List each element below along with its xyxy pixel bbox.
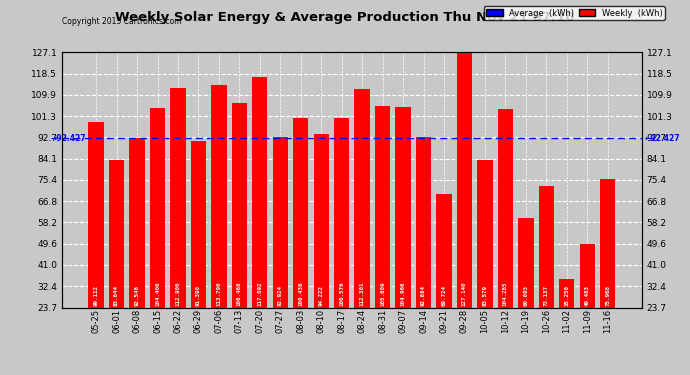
Text: 112.900: 112.900 <box>175 282 181 306</box>
Text: 92.924: 92.924 <box>278 285 283 306</box>
Text: 75.968: 75.968 <box>605 285 610 306</box>
Text: 106.468: 106.468 <box>237 282 242 306</box>
Bar <box>436 194 452 308</box>
Bar <box>395 107 411 308</box>
Text: 92.884: 92.884 <box>421 285 426 306</box>
Text: 113.790: 113.790 <box>217 282 221 306</box>
Text: 117.092: 117.092 <box>257 282 262 306</box>
Text: 60.093: 60.093 <box>523 285 529 306</box>
Text: 100.436: 100.436 <box>298 282 303 306</box>
Text: 104.285: 104.285 <box>503 282 508 306</box>
Text: 35.250: 35.250 <box>564 285 569 306</box>
Bar <box>232 104 247 308</box>
Text: 92.546: 92.546 <box>135 285 139 306</box>
Text: ←92.427: ←92.427 <box>644 134 680 142</box>
Bar <box>273 137 288 308</box>
Bar <box>539 186 554 308</box>
Bar <box>334 118 349 308</box>
Bar <box>109 160 124 308</box>
Text: 99.112: 99.112 <box>94 285 99 306</box>
Text: 49.463: 49.463 <box>584 285 590 306</box>
Legend: Average  (kWh), Weekly  (kWh): Average (kWh), Weekly (kWh) <box>484 6 665 20</box>
Bar <box>600 178 615 308</box>
Bar <box>190 141 206 308</box>
Text: 104.966: 104.966 <box>401 282 406 306</box>
Bar <box>150 108 165 307</box>
Bar <box>375 105 391 308</box>
Bar <box>170 87 186 308</box>
Text: 73.137: 73.137 <box>544 285 549 306</box>
Bar <box>518 218 533 308</box>
Text: 69.724: 69.724 <box>442 285 446 306</box>
Bar <box>457 53 472 308</box>
Text: 94.222: 94.222 <box>319 285 324 306</box>
Text: 112.301: 112.301 <box>359 282 364 306</box>
Bar <box>497 109 513 308</box>
Bar <box>293 118 308 308</box>
Text: →92.427: →92.427 <box>50 134 86 142</box>
Bar <box>129 138 145 308</box>
Text: 127.140: 127.140 <box>462 282 467 306</box>
Bar <box>416 137 431 308</box>
Text: 104.406: 104.406 <box>155 282 160 306</box>
Bar <box>313 134 329 308</box>
Text: 83.644: 83.644 <box>114 285 119 306</box>
Text: 83.579: 83.579 <box>482 285 487 306</box>
Bar <box>559 279 575 308</box>
Bar <box>211 86 226 308</box>
Bar <box>477 160 493 308</box>
Bar <box>252 77 268 308</box>
Text: 91.390: 91.390 <box>196 285 201 306</box>
Text: 105.609: 105.609 <box>380 282 385 306</box>
Bar <box>580 244 595 308</box>
Text: Weekly Solar Energy & Average Production Thu Nov 21 07:10: Weekly Solar Energy & Average Production… <box>115 11 575 24</box>
Text: 100.576: 100.576 <box>339 282 344 306</box>
Text: Copyright 2013 Cartronics.com: Copyright 2013 Cartronics.com <box>62 17 181 26</box>
Bar <box>355 89 370 308</box>
Bar <box>88 122 104 308</box>
